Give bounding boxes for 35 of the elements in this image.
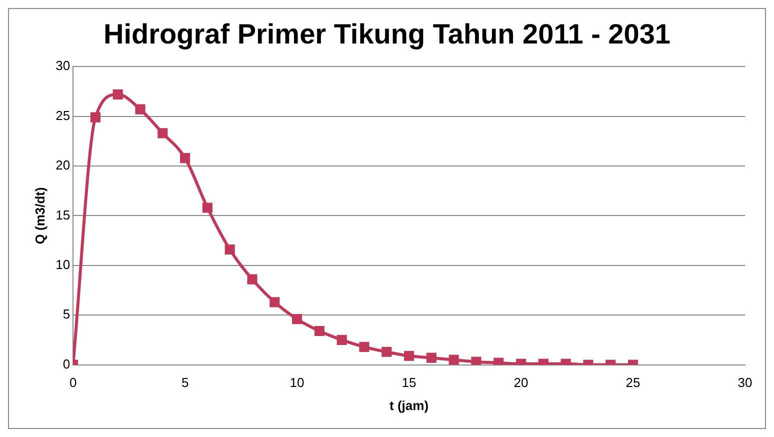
point bbox=[158, 128, 168, 138]
y-tick-label: 15 bbox=[56, 207, 70, 222]
point bbox=[90, 112, 100, 122]
point bbox=[404, 350, 414, 361]
y-tick-label: 25 bbox=[56, 108, 70, 123]
x-tick-label: 5 bbox=[181, 375, 189, 390]
point bbox=[314, 326, 324, 336]
point bbox=[202, 202, 212, 213]
y-axis-title: Q (m3/dt) bbox=[32, 187, 48, 244]
x-tick-label: 15 bbox=[402, 375, 416, 390]
point bbox=[180, 153, 190, 164]
point bbox=[471, 356, 482, 365]
x-tick-label: 25 bbox=[626, 375, 640, 390]
point bbox=[112, 89, 123, 100]
point bbox=[448, 354, 459, 365]
point bbox=[426, 352, 436, 363]
y-tick-label: 5 bbox=[62, 306, 70, 322]
y-tick-label: 30 bbox=[56, 58, 70, 74]
y-tick-label: 20 bbox=[56, 158, 70, 173]
point bbox=[292, 314, 302, 324]
chart-title: Hidrograf Primer Tikung Tahun 2011 - 2031 bbox=[104, 18, 670, 50]
x-tick-label: 30 bbox=[738, 375, 752, 390]
point bbox=[270, 297, 280, 308]
point bbox=[359, 342, 370, 352]
x-tick-label: 10 bbox=[290, 375, 304, 390]
point bbox=[247, 274, 258, 284]
x-tick-label: 20 bbox=[514, 375, 528, 390]
point bbox=[382, 346, 392, 357]
point bbox=[336, 334, 347, 345]
point bbox=[224, 244, 235, 255]
point bbox=[494, 358, 504, 365]
point bbox=[135, 104, 146, 114]
y-tick-label: 0 bbox=[62, 356, 70, 372]
x-axis-title: t (jam) bbox=[390, 398, 429, 413]
y-tick-label: 10 bbox=[56, 256, 70, 272]
